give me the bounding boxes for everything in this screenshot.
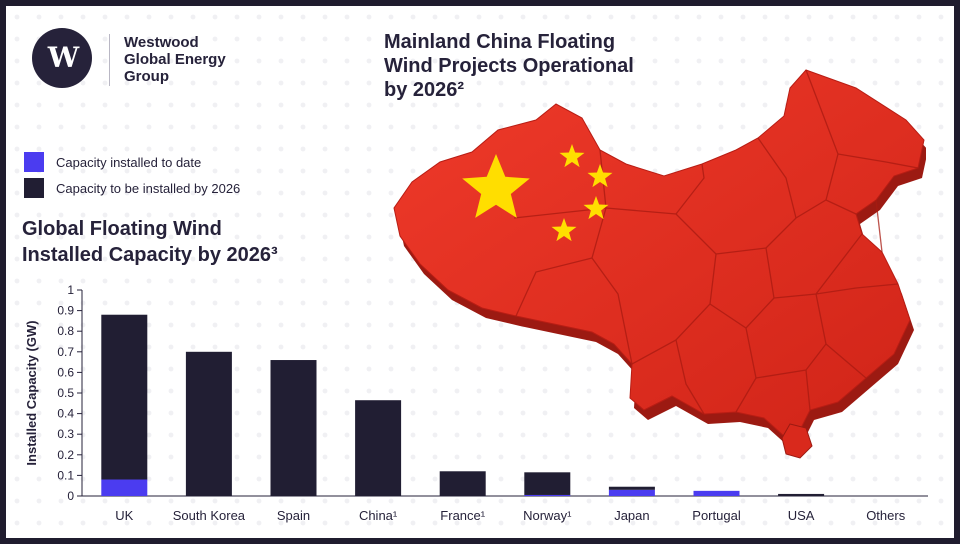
brand-name-line-3: Group: [124, 68, 169, 85]
legend-swatch-planned: [24, 178, 44, 198]
province-borders: [513, 69, 919, 415]
logo-divider: [109, 34, 110, 86]
bar-chart: 0 0.1 0.2 0.3 0.4 0.5 0.6 0.7 0.8 0.9 1 Installed C…: [24, 283, 928, 523]
brand-name-line-2: Global Energy: [124, 51, 226, 68]
x-tick-label: Spain: [277, 508, 310, 523]
map-title-line-1: Mainland China Floating: [384, 31, 616, 53]
bar-planned: [270, 360, 317, 496]
y-axis-label: Installed Capacity (GW): [24, 320, 39, 465]
small-star-icon: [559, 144, 585, 168]
small-star-icon: [583, 196, 609, 220]
legend-label-planned: Capacity to be installed by 2026: [56, 181, 241, 196]
bar-installed: [693, 490, 740, 496]
x-tick-label: Others: [866, 508, 906, 523]
chart-labels: 0 0.1 0.2 0.3 0.4 0.5 0.6 0.7 0.8 0.9 1 Installed C…: [24, 283, 906, 523]
brand-name: Westwood Global Energy Group: [124, 34, 264, 85]
y-tick-label: 0.6: [57, 365, 74, 379]
chart-bars: [101, 314, 825, 496]
chart-title: Global Floating Wind Installed Capacity …: [22, 216, 342, 268]
bar-planned: [439, 471, 486, 496]
china-map-top-face: [393, 69, 925, 437]
bar-planned: [608, 486, 655, 490]
y-tick-label: 0.1: [57, 468, 74, 482]
logo-w-glyph: W: [47, 41, 79, 74]
chart-title-line-1: Global Floating Wind: [22, 218, 222, 240]
bar-installed: [608, 489, 655, 496]
y-tick-label: 0.3: [57, 427, 74, 441]
bar-installed: [101, 479, 148, 496]
y-tick-label: 0.8: [57, 324, 74, 338]
map-title-line-2: Wind Projects Operational: [384, 55, 634, 77]
legend-label-installed: Capacity installed to date: [56, 155, 202, 170]
hainan-island: [781, 423, 813, 459]
x-tick-label: China¹: [359, 508, 398, 523]
y-tick-label: 0.5: [57, 386, 74, 400]
x-tick-label: Portugal: [692, 508, 741, 523]
small-star-icon: [551, 218, 577, 242]
x-tick-label: Japan: [614, 508, 649, 523]
x-tick-label: USA: [788, 508, 815, 523]
westwood-w-logo-icon: [32, 28, 92, 88]
y-tick-label: 0.4: [57, 407, 74, 421]
brand-name-line-1: Westwood: [124, 34, 199, 51]
y-tick-label: 0.7: [57, 345, 74, 359]
chart-title-line-2: Installed Capacity by 2026³: [22, 244, 278, 266]
bar-planned: [355, 400, 402, 496]
large-star-icon: [462, 154, 530, 218]
x-tick-label: South Korea: [173, 508, 246, 523]
bar-planned: [101, 314, 148, 480]
map-title-line-3: by 2026²: [384, 79, 465, 101]
y-tick-label: 0.9: [57, 304, 74, 318]
y-tick-label: 1: [67, 283, 74, 297]
map-title: Mainland China Floating Wind Projects Op…: [384, 30, 684, 102]
bar-installed: [524, 494, 571, 496]
legend-swatch-installed: [24, 152, 44, 172]
x-tick-label: UK: [115, 508, 133, 523]
bar-planned: [185, 351, 232, 496]
x-tick-label: Norway¹: [523, 508, 572, 523]
bar-planned: [524, 472, 571, 495]
small-star-icon: [587, 164, 613, 188]
y-tick-label: 0: [67, 489, 74, 503]
bar-planned: [778, 493, 825, 496]
y-tick-label: 0.2: [57, 448, 74, 462]
x-tick-label: France¹: [440, 508, 485, 523]
flag-stars: [462, 144, 613, 242]
slide-frame: W Westwood Global Energy Group: [6, 6, 954, 538]
china-flag-map-graphic: [393, 69, 926, 459]
